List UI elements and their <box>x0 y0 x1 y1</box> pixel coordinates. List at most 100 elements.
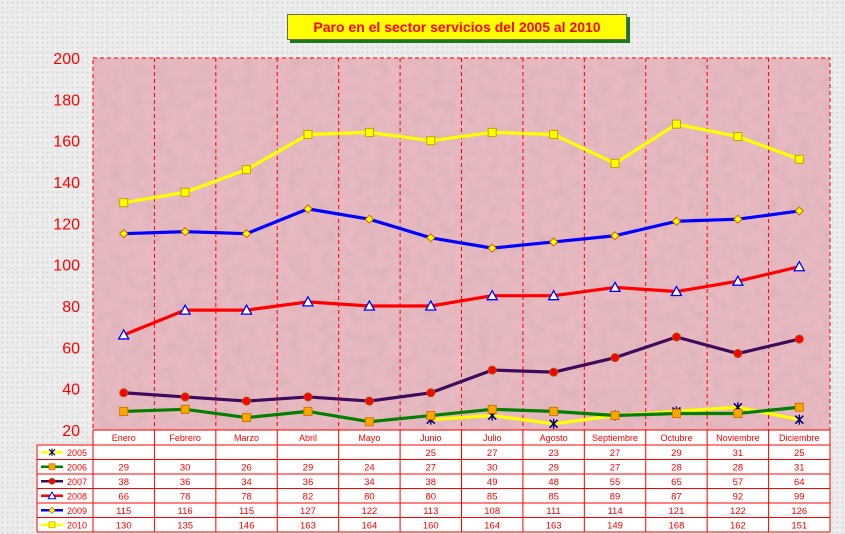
table-cell: 26 <box>241 462 252 473</box>
point-2008 <box>301 295 315 307</box>
table-cell: 99 <box>794 491 805 502</box>
table-cell: 55 <box>610 477 621 488</box>
y-tick-label: 200 <box>53 51 80 68</box>
point-2008 <box>117 328 130 340</box>
table-cell: 31 <box>733 448 744 459</box>
legend-key-marker-2010 <box>48 521 56 529</box>
legend-label-2008: 2008 <box>67 491 87 501</box>
point-2008 <box>179 303 192 315</box>
point-2007 <box>610 353 620 363</box>
point-2006 <box>180 404 190 414</box>
table-cell: 27 <box>487 448 498 459</box>
point-2006 <box>733 408 743 418</box>
point-2008 <box>731 274 744 286</box>
point-2005 <box>794 414 804 425</box>
table-cell: 23 <box>548 448 559 459</box>
chart-title: Paro en el sector servicios del 2005 al … <box>313 19 601 35</box>
x-tick-label: Agosto <box>540 433 568 443</box>
table-cell: 168 <box>669 520 685 531</box>
point-2010 <box>303 129 313 139</box>
table-cell: 78 <box>241 491 252 502</box>
table-cell: 146 <box>239 520 255 531</box>
table-cell: 85 <box>487 491 498 502</box>
point-2008 <box>793 260 806 272</box>
point-2008 <box>424 299 437 311</box>
table-cell: 29 <box>548 462 559 473</box>
chart-title-box: Paro en el sector servicios del 2005 al … <box>287 14 627 40</box>
table-cell: 126 <box>791 506 807 517</box>
point-2010 <box>426 136 436 146</box>
table-cell: 29 <box>303 462 314 473</box>
table-cell: 82 <box>303 491 314 502</box>
table-cell: 127 <box>300 506 316 517</box>
legend-key-marker-2009 <box>48 506 56 514</box>
table-cell: 149 <box>607 520 623 531</box>
table-cell: 164 <box>484 520 500 531</box>
table-cell: 29 <box>671 448 682 459</box>
point-2008 <box>547 289 560 301</box>
table-cell: 30 <box>487 462 498 473</box>
point-2007 <box>303 392 313 402</box>
point-2006 <box>242 413 252 423</box>
table-cell: 57 <box>733 477 744 488</box>
table-cell: 36 <box>303 477 314 488</box>
point-2010 <box>794 154 804 164</box>
table-cell: 122 <box>361 506 377 517</box>
table-cell: 163 <box>546 520 562 531</box>
point-2007 <box>549 367 559 377</box>
y-tick-label: 160 <box>53 134 80 151</box>
point-2006 <box>794 402 804 412</box>
point-2006 <box>119 406 129 416</box>
point-2009 <box>794 206 804 216</box>
x-tick-label: Julio <box>483 433 502 443</box>
point-2009 <box>241 228 252 239</box>
point-2006 <box>549 406 559 416</box>
point-2006 <box>610 411 620 421</box>
point-2007 <box>180 392 190 402</box>
table-cell: 25 <box>426 448 437 459</box>
table-cell: 80 <box>426 491 437 502</box>
point-2009 <box>487 243 497 253</box>
point-2007 <box>733 349 743 359</box>
x-tick-label: Febrero <box>169 433 201 443</box>
point-2010 <box>549 129 559 139</box>
point-2007 <box>119 388 129 398</box>
point-2006 <box>303 406 313 416</box>
table-cell: 38 <box>426 477 437 488</box>
series-line-2006 <box>123 405 800 424</box>
series-line-2010 <box>123 122 800 205</box>
point-2010 <box>487 127 497 137</box>
point-2009 <box>180 226 190 237</box>
y-tick-label: 100 <box>53 258 80 275</box>
y-tick-label: 140 <box>53 175 80 192</box>
table-cell: 115 <box>239 506 254 517</box>
point-2010 <box>671 119 681 129</box>
table-cell: 113 <box>423 506 438 517</box>
table-cell: 164 <box>361 520 377 531</box>
table-cell: 66 <box>118 491 129 502</box>
table-cell: 122 <box>730 506 746 517</box>
point-2009 <box>610 231 620 241</box>
point-2008 <box>670 285 683 297</box>
table-cell: 89 <box>610 491 621 502</box>
point-2007 <box>242 396 252 406</box>
point-2007 <box>487 365 497 375</box>
table-cell: 48 <box>548 477 559 488</box>
point-2006 <box>671 408 681 418</box>
point-2008 <box>608 281 622 293</box>
table-cell: 162 <box>730 520 746 531</box>
y-tick-label: 120 <box>53 216 80 233</box>
point-2009 <box>364 214 375 224</box>
table-cell: 130 <box>116 520 132 531</box>
x-tick-label: Mayo <box>358 433 380 443</box>
table-cell: 85 <box>548 491 559 502</box>
legend-label-2005: 2005 <box>67 448 87 458</box>
point-2009 <box>426 233 436 243</box>
point-2006 <box>426 411 436 421</box>
table-cell: 64 <box>794 477 805 488</box>
x-tick-label: Noviembre <box>716 433 760 443</box>
table-cell: 49 <box>487 477 498 488</box>
point-2010 <box>733 132 743 142</box>
table-cell: 34 <box>364 477 375 488</box>
